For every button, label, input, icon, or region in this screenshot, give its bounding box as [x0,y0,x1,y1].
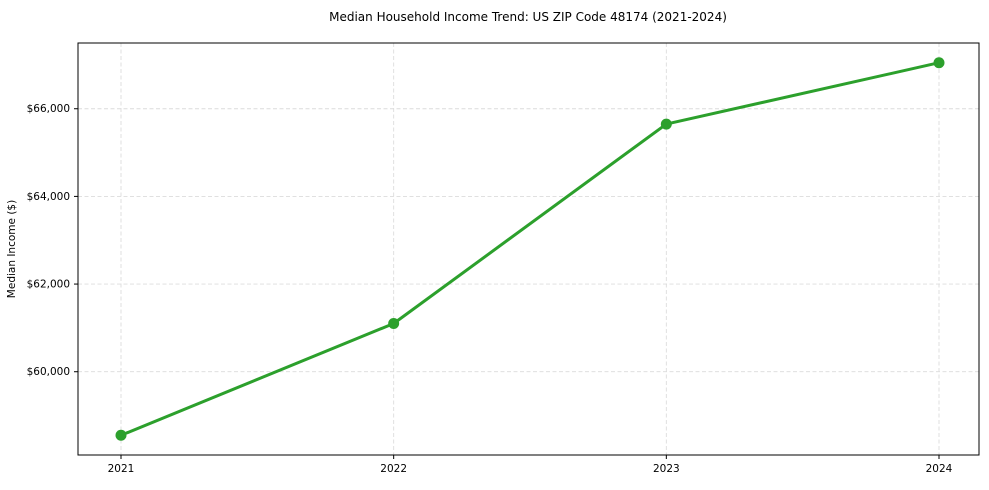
data-point-marker [660,118,672,130]
x-tick-label: 2023 [653,463,680,475]
plot-border [77,42,980,456]
y-tick-label: $60,000 [27,366,70,378]
chart-title: Median Household Income Trend: US ZIP Co… [329,10,727,24]
data-point-marker [933,57,945,69]
data-point-marker [115,429,127,441]
y-tick-label: $64,000 [27,191,70,203]
series-layer [115,57,945,441]
trend-line [119,61,941,437]
x-tick-label: 2022 [380,463,407,475]
x-tick-label: 2021 [108,463,135,475]
y-tick-label: $62,000 [27,279,70,291]
data-point-marker [388,318,400,330]
axis-layer: $60,000 $62,000 $64,000 $66,000 2021 2022 2023… [27,42,980,475]
x-tick-label: 2024 [926,463,953,475]
y-tick-label: $66,000 [27,103,70,115]
grid-layer [78,43,979,455]
y-axis-label: Median Income ($) [6,200,18,298]
